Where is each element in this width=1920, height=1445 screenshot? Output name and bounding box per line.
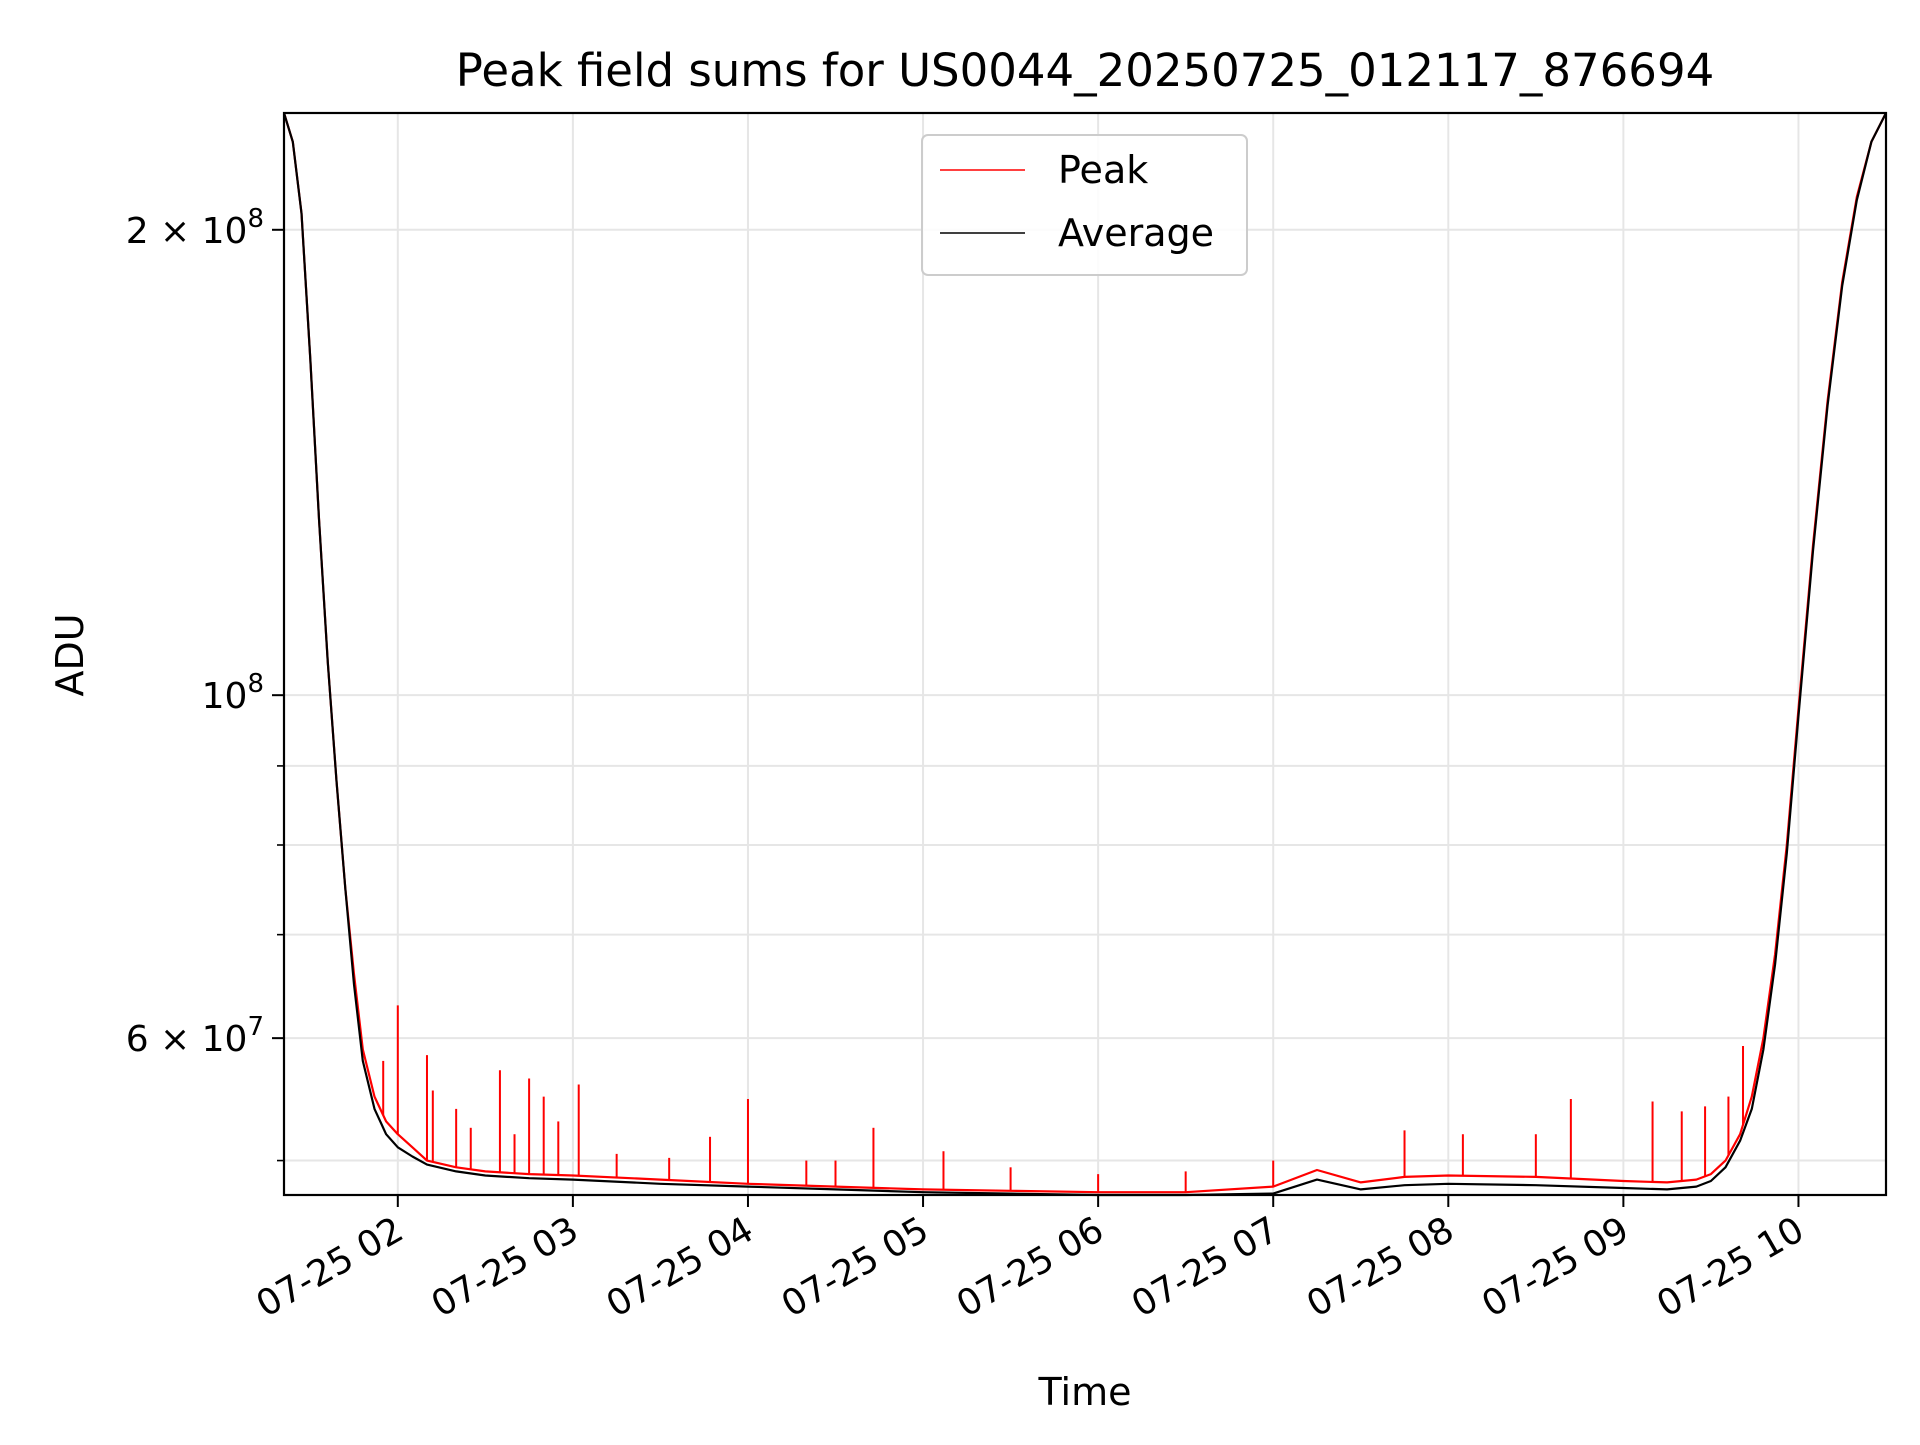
x-tick-label: 07-25 05 [775,1209,936,1325]
x-tick-label: 07-25 02 [250,1209,411,1325]
axis-ticks: 07-25 02 07-25 03 07-25 04 07-25 05 07-25 06… [126,204,1811,1326]
y-axis-label: ADU [48,613,92,696]
x-tick-label: 07-25 06 [950,1209,1111,1325]
legend-average-label: Average [1058,211,1214,255]
x-tick-label: 07-25 03 [425,1209,586,1325]
legend-peak-label: Peak [1058,148,1148,192]
chart-title: Peak field sums for US0044_20250725_0121… [456,44,1714,97]
x-tick-label: 07-25 07 [1125,1209,1286,1325]
legend: Peak Average [921,134,1248,276]
x-tick-label: 07-25 09 [1475,1209,1636,1325]
plot-frame [282,111,1888,1197]
y-tick-label: 2 × 108 [126,204,264,252]
x-tick-label: 07-25 08 [1300,1209,1461,1325]
x-axis-label: Time [1038,1370,1132,1414]
x-tick-label: 07-25 10 [1650,1209,1811,1325]
y-tick-label: 6 × 107 [126,1012,264,1060]
y-tick-label: 108 [202,669,264,717]
x-tick-label: 07-25 04 [600,1209,761,1325]
grid [284,113,1886,1195]
